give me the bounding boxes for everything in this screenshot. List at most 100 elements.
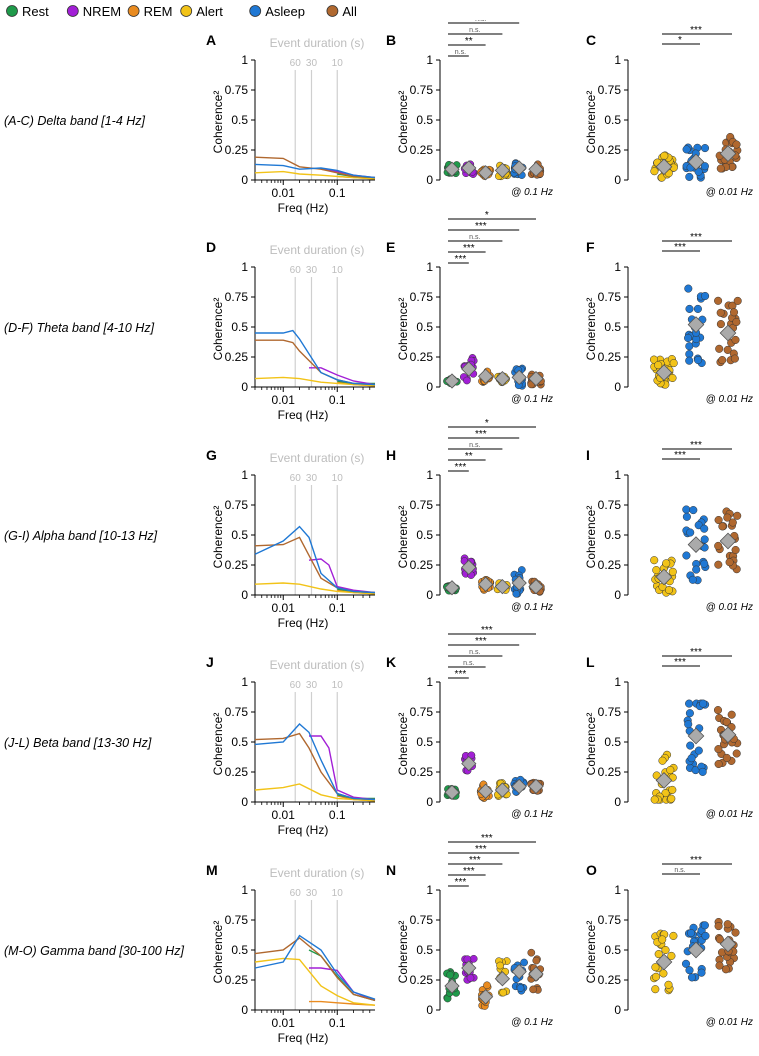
line-panel-xtick-label: 0.1 — [329, 186, 346, 200]
scatter-panel-c-ytick-label: 0.5 — [604, 320, 621, 334]
data-point-nrem — [466, 974, 475, 982]
line-panel-xlabel: Freq (Hz) — [278, 1031, 329, 1045]
mean-marker-all — [719, 324, 737, 342]
significance-label: ** — [465, 36, 473, 47]
mean-marker-asleep — [511, 963, 527, 980]
data-point-all — [731, 545, 740, 555]
scatter-panel-b-ylabel: Coherence² — [396, 91, 410, 154]
scatter-panel-b-ytick-label: 0.75 — [410, 913, 434, 927]
scatter-panel-c-ylabel: Coherence² — [584, 91, 598, 154]
mean-marker-asleep — [511, 160, 527, 176]
data-point-alert — [650, 556, 659, 565]
data-point-nrem — [463, 376, 471, 385]
row-label: (J-L) Beta band [13-30 Hz] — [4, 736, 152, 750]
scatter-panel-c-ytick-label: 1 — [614, 675, 621, 689]
line-panel-ytick-label: 0.25 — [225, 973, 249, 987]
series-line-all — [254, 937, 376, 1002]
line-panel-ytick-label: 0.25 — [225, 765, 249, 779]
data-point-all — [715, 935, 724, 944]
scatter-note: @ 0.1 Hz — [511, 1017, 553, 1028]
line-panel-ytick-label: 1 — [241, 675, 248, 689]
line-panel-ylabel: Coherence² — [211, 921, 225, 984]
data-point-all — [728, 518, 737, 527]
line-panel-ytick-label: 0.5 — [231, 320, 248, 334]
line-panel-ytick-label: 1 — [241, 883, 248, 897]
scatter-note: @ 0.01 Hz — [706, 394, 753, 405]
scatter-panel-b-ytick-label: 0 — [426, 795, 433, 809]
significance-label: *** — [463, 866, 475, 877]
data-point-asleep — [687, 754, 696, 763]
data-point-asleep — [687, 928, 696, 938]
series-line-asleep — [254, 163, 376, 179]
line-panel-ytick-label: 1 — [241, 468, 248, 482]
line-panel-xtick-label: 0.01 — [272, 808, 296, 822]
scatter-note: @ 0.01 Hz — [706, 602, 753, 613]
data-point-all — [732, 749, 741, 758]
scatter-panel-c-ytick-label: 1 — [614, 883, 621, 897]
significance-label: *** — [455, 254, 467, 265]
scatter-panel-b-ytick-label: 1 — [426, 468, 433, 482]
series-line-nrem — [309, 735, 376, 801]
data-point-asleep — [687, 973, 697, 982]
data-point-alert — [654, 361, 663, 370]
series-line-asleep — [254, 723, 376, 801]
panel-letter: D — [206, 239, 216, 255]
legend: Rest NREM REM Alert Asleep All — [2, 2, 402, 19]
scatter-note: @ 0.1 Hz — [511, 394, 553, 405]
significance-label: *** — [475, 844, 487, 855]
data-point-all — [733, 511, 742, 520]
event-duration-mark: 10 — [332, 888, 344, 899]
scatter-panel-b-ytick-label: 0.5 — [416, 320, 433, 334]
line-panel-xtick-label: 0.01 — [272, 393, 296, 407]
mean-marker-alert — [655, 158, 673, 176]
significance-label: *** — [674, 657, 686, 668]
line-panel-xtick-label: 0.1 — [329, 1016, 346, 1030]
series-line-alert — [254, 783, 376, 802]
mean-marker-rem — [477, 576, 494, 592]
mean-marker-asleep — [687, 153, 705, 171]
scatter-panel-b-ytick-label: 0.5 — [416, 943, 433, 957]
data-point-alert — [652, 771, 661, 780]
legend-marker-nrem — [66, 5, 79, 17]
data-point-alert — [651, 963, 660, 972]
data-point-all — [714, 759, 723, 769]
data-point-all — [714, 541, 723, 550]
data-point-all — [715, 344, 724, 353]
scatter-panel-c-ytick-label: 0.25 — [598, 765, 622, 779]
data-point-alert — [667, 951, 676, 960]
data-point-all — [721, 965, 730, 974]
series-line-alert — [254, 582, 376, 595]
scatter-panel-c-ytick-label: 0.25 — [598, 558, 622, 572]
scatter-note: @ 0.01 Hz — [706, 187, 753, 198]
data-point-asleep — [694, 746, 703, 755]
data-point-all — [723, 345, 732, 354]
scatter-panel-c-ytick-label: 0.75 — [598, 290, 622, 304]
series-line-asleep — [254, 525, 376, 594]
data-point-all — [716, 308, 725, 317]
data-point-asleep — [685, 709, 694, 718]
data-point-asleep — [692, 565, 701, 574]
scatter-panel-c-ytick-label: 0.25 — [598, 973, 622, 987]
data-point-all — [532, 956, 541, 965]
scatter-panel-b-ytick-label: 0 — [426, 1003, 433, 1017]
series-line-asleep — [255, 329, 376, 386]
scatter-panel-b-ytick-label: 0.5 — [416, 735, 433, 749]
mean-marker-alert — [494, 162, 511, 179]
scatter-panel-b-ytick-label: 1 — [426, 260, 433, 274]
scatter-panel-b-ytick-label: 0.25 — [410, 973, 434, 987]
data-point-asleep — [682, 512, 691, 521]
line-panel-xtick-label: 0.01 — [272, 186, 296, 200]
mean-marker-rest — [444, 580, 460, 596]
significance-label: ** — [465, 451, 473, 462]
scatter-panel-b-ytick-label: 0.25 — [410, 765, 434, 779]
significance-label: n.s. — [455, 49, 466, 56]
line-panel-ytick-label: 0.5 — [231, 735, 248, 749]
significance-label: *** — [481, 833, 493, 844]
legend-label-nrem: NREM — [83, 4, 121, 19]
data-point-asleep — [699, 699, 708, 708]
scatter-panel-b-ytick-label: 0 — [426, 380, 433, 394]
event-duration-mark: 60 — [290, 473, 302, 484]
scatter-panel-b-ytick-label: 0 — [426, 173, 433, 187]
line-panel-xtick-label: 0.01 — [272, 601, 296, 615]
panel-letter: C — [586, 32, 596, 48]
